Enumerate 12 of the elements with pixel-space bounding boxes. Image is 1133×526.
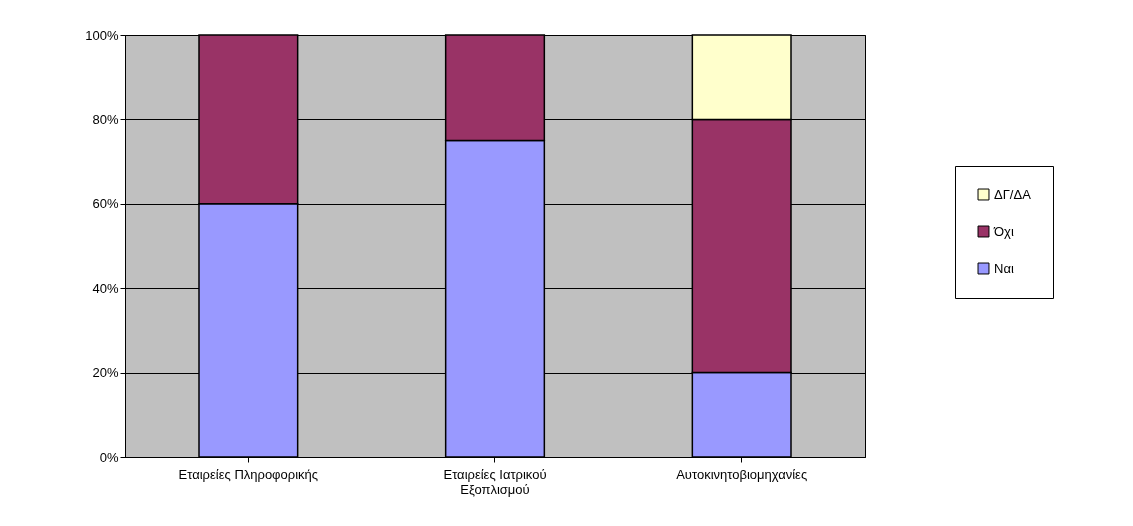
y-tick-label: 0% (99, 449, 119, 465)
x-tick-label: Αυτοκινητοβιομηχανίες (676, 466, 808, 482)
y-tick-label: 80% (92, 111, 119, 127)
legend-label: Ναι (994, 260, 1014, 276)
y-tick-label: 40% (92, 280, 119, 296)
y-tick-label: 60% (92, 196, 119, 212)
legend-label: ΔΓ/ΔΑ (994, 186, 1032, 202)
x-tick-label: Εταιρείες Ιατρικού Εξοπλισμού (443, 466, 547, 497)
y-tick-label: 20% (92, 365, 119, 381)
x-tick-label: Εταιρείες Πληροφορικής (178, 466, 319, 482)
y-tick-label: 100% (85, 27, 119, 43)
legend-label: Όχι (993, 223, 1014, 239)
